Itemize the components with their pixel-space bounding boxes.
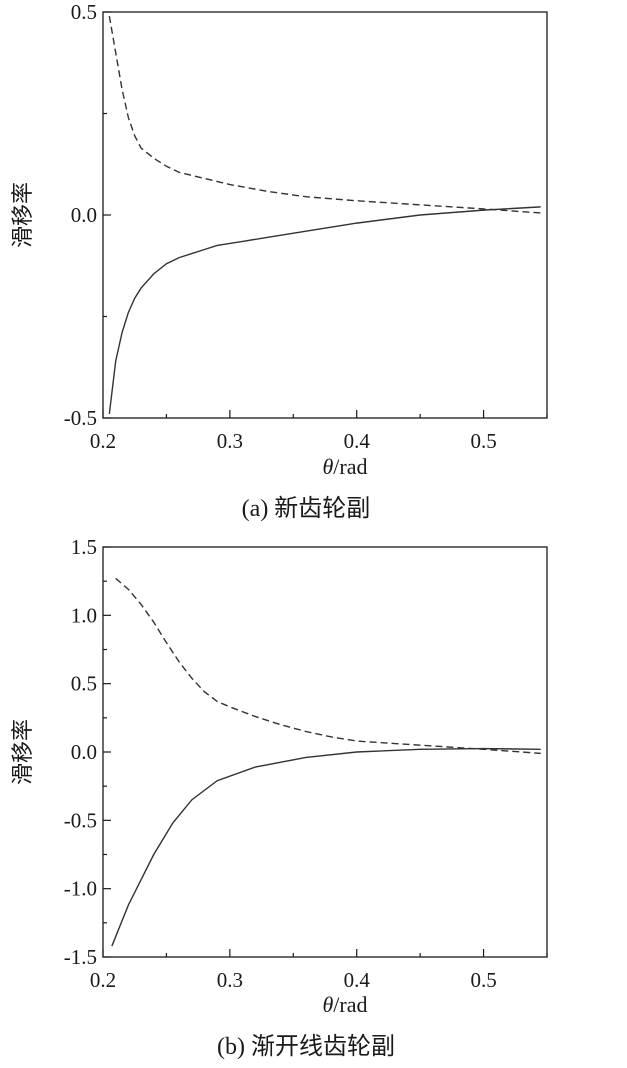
panel-b-y-tick-label: -1.0	[64, 877, 97, 901]
panel-b-y-tick-label: 1.0	[71, 603, 97, 627]
panel-b-series-solid-line	[111, 747, 541, 947]
panel-b-marks	[111, 577, 541, 947]
panel-a-ticks: 0.2 0.3 0.4 0.5 -0.5 0.0 0.5	[64, 0, 548, 453]
panel-b-y-tick-label: -0.5	[64, 808, 97, 832]
panel-a-series-solid-line	[108, 206, 541, 415]
panel-b-y-label: 滑移率	[10, 719, 35, 785]
panel-b-x-tick-label: 0.3	[217, 968, 243, 992]
panel-b-x-label-symbol: θ	[322, 992, 333, 1017]
panel-a-x-tick-label: 0.5	[470, 429, 496, 453]
panel-a-plot-frame	[102, 11, 548, 419]
panel-a-series-dashed-line	[108, 15, 541, 214]
panel-a-caption: (a) 新齿轮副	[242, 495, 371, 522]
panel-b-x-label: θ/rad	[322, 992, 367, 1017]
panel-a-y-label: 滑移率	[10, 182, 35, 248]
panel-a-x-label-unit: /rad	[333, 454, 367, 479]
panel-a-x-tick-label: 0.2	[90, 429, 116, 453]
panel-a: 0.2 0.3 0.4 0.5 -0.5 0.0 0.5 滑移率 θ/rad (a) 新齿轮…	[10, 0, 548, 522]
panel-b-x-tick-label: 0.2	[90, 968, 116, 992]
panel-b-x-label-unit: /rad	[333, 992, 367, 1017]
panel-a-marks	[108, 15, 541, 415]
panel-b-y-tick-label: 1.5	[71, 535, 97, 559]
panel-b-plot-frame	[102, 546, 548, 958]
panel-b-y-tick-label: -1.5	[64, 945, 97, 969]
panel-b-x-tick-label: 0.4	[344, 968, 371, 992]
panel-b-caption: (b) 渐开线齿轮副	[217, 1033, 395, 1060]
panel-a-y-tick-label: 0.0	[71, 203, 97, 227]
panel-b-x-tick-label: 0.5	[470, 968, 496, 992]
panel-b: 0.2 0.3 0.4 0.5 -1.5 -1.0 -0.5 0.0 0.5 1.0 1.5 滑移率…	[10, 535, 548, 1060]
panel-a-y-tick-label: -0.5	[64, 406, 97, 430]
panel-b-series-dashed-line	[115, 577, 541, 755]
panel-b-y-tick-label: 0.0	[71, 740, 97, 764]
panel-a-x-label-symbol: θ	[322, 454, 333, 479]
panel-a-x-tick-label: 0.4	[344, 429, 371, 453]
panel-a-x-label: θ/rad	[322, 454, 367, 479]
panel-a-y-tick-label: 0.5	[71, 0, 97, 24]
panel-b-y-tick-label: 0.5	[71, 672, 97, 696]
panel-b-ticks: 0.2 0.3 0.4 0.5 -1.5 -1.0 -0.5 0.0 0.5 1.0 1.5	[64, 535, 548, 992]
panel-a-x-tick-label: 0.3	[217, 429, 243, 453]
